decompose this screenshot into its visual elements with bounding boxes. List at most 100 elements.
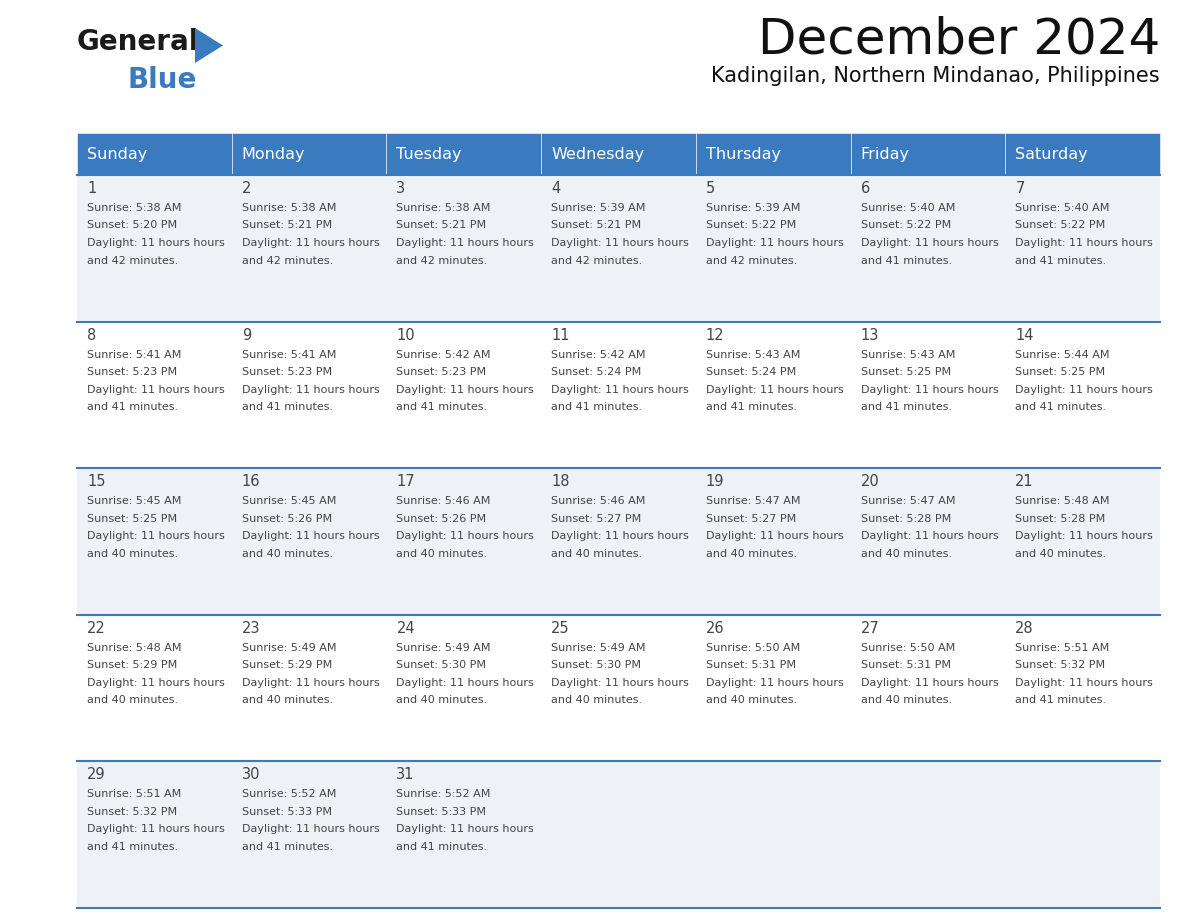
Text: and 41 minutes.: and 41 minutes. xyxy=(241,842,333,852)
Bar xyxy=(77,175,1159,321)
Text: Sunrise: 5:45 AM: Sunrise: 5:45 AM xyxy=(87,497,182,506)
Text: Sunset: 5:28 PM: Sunset: 5:28 PM xyxy=(1016,514,1106,523)
Text: Kadingilan, Northern Mindanao, Philippines: Kadingilan, Northern Mindanao, Philippin… xyxy=(712,66,1159,86)
Bar xyxy=(386,133,542,175)
Text: and 42 minutes.: and 42 minutes. xyxy=(551,255,643,265)
Text: Daylight: 11 hours hours: Daylight: 11 hours hours xyxy=(87,677,225,688)
Text: 29: 29 xyxy=(87,767,106,782)
Text: and 41 minutes.: and 41 minutes. xyxy=(860,402,952,412)
Text: General: General xyxy=(77,28,200,56)
Text: 13: 13 xyxy=(860,328,879,342)
Text: Sunset: 5:31 PM: Sunset: 5:31 PM xyxy=(706,660,796,670)
Text: Sunset: 5:29 PM: Sunset: 5:29 PM xyxy=(87,660,177,670)
Text: Daylight: 11 hours hours: Daylight: 11 hours hours xyxy=(706,532,843,542)
Text: Daylight: 11 hours hours: Daylight: 11 hours hours xyxy=(397,238,535,248)
Text: Daylight: 11 hours hours: Daylight: 11 hours hours xyxy=(87,385,225,395)
Text: 1: 1 xyxy=(87,181,96,196)
Text: Sunrise: 5:47 AM: Sunrise: 5:47 AM xyxy=(860,497,955,506)
Text: Sunset: 5:27 PM: Sunset: 5:27 PM xyxy=(551,514,642,523)
Text: Daylight: 11 hours hours: Daylight: 11 hours hours xyxy=(87,532,225,542)
Text: Sunset: 5:28 PM: Sunset: 5:28 PM xyxy=(860,514,950,523)
Text: and 41 minutes.: and 41 minutes. xyxy=(1016,402,1106,412)
Text: Sunrise: 5:38 AM: Sunrise: 5:38 AM xyxy=(397,203,491,213)
Text: Sunrise: 5:49 AM: Sunrise: 5:49 AM xyxy=(397,643,491,653)
Text: Daylight: 11 hours hours: Daylight: 11 hours hours xyxy=(241,677,379,688)
Text: Sunset: 5:23 PM: Sunset: 5:23 PM xyxy=(241,367,331,377)
Text: Daylight: 11 hours hours: Daylight: 11 hours hours xyxy=(860,532,998,542)
Text: and 40 minutes.: and 40 minutes. xyxy=(397,549,487,559)
Text: 30: 30 xyxy=(241,767,260,782)
Text: Sunrise: 5:38 AM: Sunrise: 5:38 AM xyxy=(87,203,182,213)
Text: Sunset: 5:32 PM: Sunset: 5:32 PM xyxy=(87,807,177,817)
Text: Sunrise: 5:52 AM: Sunrise: 5:52 AM xyxy=(241,789,336,800)
Text: 16: 16 xyxy=(241,475,260,489)
Text: 4: 4 xyxy=(551,181,561,196)
Text: Daylight: 11 hours hours: Daylight: 11 hours hours xyxy=(1016,238,1154,248)
Text: Sunrise: 5:52 AM: Sunrise: 5:52 AM xyxy=(397,789,491,800)
Text: 28: 28 xyxy=(1016,621,1034,636)
Text: 22: 22 xyxy=(87,621,106,636)
Bar xyxy=(77,133,232,175)
Text: and 40 minutes.: and 40 minutes. xyxy=(860,549,952,559)
Text: and 41 minutes.: and 41 minutes. xyxy=(397,842,487,852)
Bar xyxy=(542,133,696,175)
Text: Sunset: 5:26 PM: Sunset: 5:26 PM xyxy=(241,514,331,523)
Text: 25: 25 xyxy=(551,621,570,636)
Text: Sunrise: 5:49 AM: Sunrise: 5:49 AM xyxy=(551,643,645,653)
Text: Sunset: 5:24 PM: Sunset: 5:24 PM xyxy=(706,367,796,377)
Text: 17: 17 xyxy=(397,475,415,489)
Text: 2: 2 xyxy=(241,181,251,196)
Text: Sunrise: 5:48 AM: Sunrise: 5:48 AM xyxy=(1016,497,1110,506)
Text: 9: 9 xyxy=(241,328,251,342)
Text: Sunset: 5:33 PM: Sunset: 5:33 PM xyxy=(241,807,331,817)
Bar xyxy=(696,133,851,175)
Text: Daylight: 11 hours hours: Daylight: 11 hours hours xyxy=(1016,385,1154,395)
Text: and 41 minutes.: and 41 minutes. xyxy=(706,402,797,412)
Text: Daylight: 11 hours hours: Daylight: 11 hours hours xyxy=(1016,677,1154,688)
Text: December 2024: December 2024 xyxy=(758,16,1159,64)
Text: Sunrise: 5:50 AM: Sunrise: 5:50 AM xyxy=(706,643,800,653)
Text: and 41 minutes.: and 41 minutes. xyxy=(1016,255,1106,265)
Text: Sunrise: 5:40 AM: Sunrise: 5:40 AM xyxy=(860,203,955,213)
Text: Sunset: 5:21 PM: Sunset: 5:21 PM xyxy=(551,220,642,230)
Text: and 40 minutes.: and 40 minutes. xyxy=(397,695,487,705)
Text: and 40 minutes.: and 40 minutes. xyxy=(241,695,333,705)
Text: and 41 minutes.: and 41 minutes. xyxy=(860,255,952,265)
Text: Daylight: 11 hours hours: Daylight: 11 hours hours xyxy=(551,385,689,395)
Text: Daylight: 11 hours hours: Daylight: 11 hours hours xyxy=(241,824,379,834)
Text: Sunset: 5:33 PM: Sunset: 5:33 PM xyxy=(397,807,486,817)
Text: Friday: Friday xyxy=(860,147,910,162)
Text: Daylight: 11 hours hours: Daylight: 11 hours hours xyxy=(706,677,843,688)
Text: Daylight: 11 hours hours: Daylight: 11 hours hours xyxy=(397,824,535,834)
Text: Sunset: 5:22 PM: Sunset: 5:22 PM xyxy=(706,220,796,230)
Text: 14: 14 xyxy=(1016,328,1034,342)
Text: Sunrise: 5:45 AM: Sunrise: 5:45 AM xyxy=(241,497,336,506)
Text: Sunset: 5:21 PM: Sunset: 5:21 PM xyxy=(241,220,331,230)
Text: and 40 minutes.: and 40 minutes. xyxy=(860,695,952,705)
Text: Sunrise: 5:46 AM: Sunrise: 5:46 AM xyxy=(551,497,645,506)
Text: Daylight: 11 hours hours: Daylight: 11 hours hours xyxy=(241,385,379,395)
Text: Sunset: 5:23 PM: Sunset: 5:23 PM xyxy=(397,367,487,377)
Text: Sunrise: 5:43 AM: Sunrise: 5:43 AM xyxy=(860,350,955,360)
Text: and 41 minutes.: and 41 minutes. xyxy=(1016,695,1106,705)
Text: Sunset: 5:22 PM: Sunset: 5:22 PM xyxy=(860,220,950,230)
Text: 24: 24 xyxy=(397,621,415,636)
Text: Sunset: 5:20 PM: Sunset: 5:20 PM xyxy=(87,220,177,230)
Text: Daylight: 11 hours hours: Daylight: 11 hours hours xyxy=(706,385,843,395)
Text: and 42 minutes.: and 42 minutes. xyxy=(397,255,488,265)
Text: Sunset: 5:27 PM: Sunset: 5:27 PM xyxy=(706,514,796,523)
Text: Daylight: 11 hours hours: Daylight: 11 hours hours xyxy=(397,385,535,395)
Text: and 42 minutes.: and 42 minutes. xyxy=(241,255,333,265)
Text: Sunset: 5:23 PM: Sunset: 5:23 PM xyxy=(87,367,177,377)
Text: Sunrise: 5:38 AM: Sunrise: 5:38 AM xyxy=(241,203,336,213)
Text: and 42 minutes.: and 42 minutes. xyxy=(87,255,178,265)
Text: Sunrise: 5:48 AM: Sunrise: 5:48 AM xyxy=(87,643,182,653)
Text: and 40 minutes.: and 40 minutes. xyxy=(241,549,333,559)
Text: Daylight: 11 hours hours: Daylight: 11 hours hours xyxy=(860,677,998,688)
Bar xyxy=(77,468,1159,615)
Text: Daylight: 11 hours hours: Daylight: 11 hours hours xyxy=(1016,532,1154,542)
Text: 20: 20 xyxy=(860,475,879,489)
Text: Sunrise: 5:41 AM: Sunrise: 5:41 AM xyxy=(87,350,182,360)
Text: Sunset: 5:25 PM: Sunset: 5:25 PM xyxy=(860,367,950,377)
Text: Sunset: 5:21 PM: Sunset: 5:21 PM xyxy=(397,220,487,230)
